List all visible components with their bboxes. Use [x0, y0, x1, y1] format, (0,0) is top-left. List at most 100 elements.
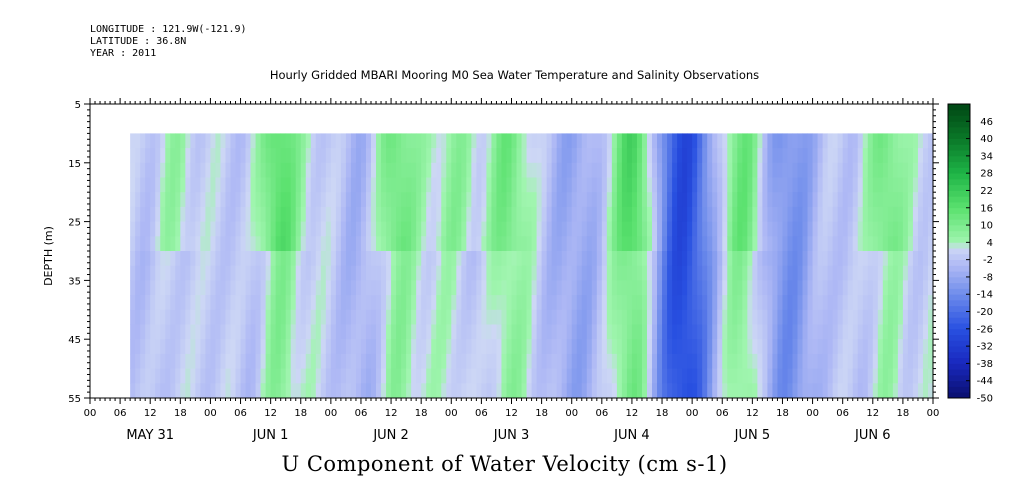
- heatmap-cell: [917, 265, 924, 281]
- heatmap-cell: [135, 309, 141, 325]
- heatmap-cell: [641, 339, 648, 355]
- heatmap-cell: [571, 162, 578, 178]
- heatmap-cell: [190, 295, 196, 311]
- heatmap-cell: [857, 236, 864, 252]
- heatmap-cell: [210, 148, 216, 164]
- heatmap-cell: [667, 162, 673, 178]
- heatmap-cell: [376, 221, 382, 237]
- heatmap-cell: [170, 177, 176, 193]
- heatmap-cell: [842, 353, 849, 369]
- heatmap-cell: [802, 265, 808, 281]
- heatmap-cell: [652, 133, 658, 149]
- heatmap-cell: [436, 162, 442, 178]
- heatmap-cell: [240, 339, 246, 355]
- heatmap-cell: [621, 324, 628, 340]
- heatmap-cell: [862, 324, 869, 340]
- heatmap-cell: [360, 206, 367, 222]
- heatmap-cell: [340, 295, 347, 311]
- heatmap-cell: [917, 236, 924, 252]
- heatmap-cell: [641, 148, 648, 164]
- heatmap-cell: [155, 295, 161, 311]
- heatmap-cell: [581, 368, 588, 384]
- heatmap-cell: [220, 206, 226, 222]
- heatmap-cell: [742, 206, 748, 222]
- heatmap-cell: [140, 265, 146, 281]
- heatmap-cell: [792, 251, 798, 267]
- heatmap-cell: [842, 383, 849, 398]
- heatmap-cell: [897, 324, 904, 340]
- heatmap-cell: [817, 368, 824, 384]
- heatmap-cell: [817, 162, 824, 178]
- heatmap-cell: [782, 206, 788, 222]
- heatmap-cell: [591, 133, 598, 149]
- heatmap-cell: [596, 353, 603, 369]
- heatmap-cell: [762, 206, 768, 222]
- heatmap-cell: [446, 383, 452, 398]
- heatmap-cell: [822, 133, 829, 149]
- heatmap-cell: [371, 177, 377, 193]
- heatmap-cell: [506, 162, 512, 178]
- heatmap-cell: [180, 148, 186, 164]
- heatmap-cell: [722, 192, 728, 208]
- heatmap-cell: [160, 324, 166, 340]
- heatmap-cell: [722, 162, 728, 178]
- colorbar-bin: [948, 132, 970, 139]
- heatmap-cell: [300, 383, 307, 398]
- heatmap-cell: [611, 177, 618, 193]
- x-hour-label: 00: [445, 408, 458, 419]
- colorbar-bin: [948, 213, 970, 220]
- heatmap-cell: [616, 324, 623, 340]
- heatmap-cell: [335, 309, 342, 325]
- heatmap-cell: [335, 295, 342, 311]
- colorbar-bin: [948, 150, 970, 157]
- heatmap-cell: [245, 206, 251, 222]
- heatmap-cell: [220, 309, 226, 325]
- heatmap-cell: [917, 133, 924, 149]
- heatmap-cell: [391, 368, 397, 384]
- heatmap-cell: [611, 221, 618, 237]
- heatmap-cell: [250, 133, 256, 149]
- heatmap-cell: [150, 368, 156, 384]
- heatmap-cell: [787, 353, 793, 369]
- heatmap-cell: [902, 177, 909, 193]
- heatmap-cell: [456, 206, 462, 222]
- heatmap-cell: [300, 295, 307, 311]
- heatmap-cell: [892, 177, 899, 193]
- heatmap-cell: [626, 280, 633, 296]
- heatmap-cell: [631, 162, 638, 178]
- heatmap-cell: [235, 251, 241, 267]
- heatmap-cell: [667, 133, 673, 149]
- heatmap-cell: [767, 280, 773, 296]
- heatmap-cell: [421, 309, 427, 325]
- heatmap-cell: [887, 177, 894, 193]
- heatmap-cell: [727, 192, 733, 208]
- heatmap-cell: [130, 265, 136, 281]
- heatmap-cell: [772, 265, 778, 281]
- heatmap-cell: [596, 133, 603, 149]
- heatmap-cell: [611, 309, 618, 325]
- heatmap-cell: [837, 251, 844, 267]
- heatmap-cell: [280, 206, 287, 222]
- heatmap-cell: [145, 133, 151, 149]
- heatmap-cell: [847, 206, 854, 222]
- heatmap-cell: [335, 177, 342, 193]
- heatmap-cell: [521, 309, 527, 325]
- heatmap-cell: [501, 309, 507, 325]
- heatmap-cell: [787, 133, 793, 149]
- heatmap-cell: [541, 339, 548, 355]
- heatmap-cell: [451, 265, 457, 281]
- heatmap-cell: [456, 177, 462, 193]
- heatmap-cell: [827, 162, 834, 178]
- heatmap-cell: [621, 309, 628, 325]
- heatmap-cell: [732, 148, 738, 164]
- heatmap-cell: [621, 236, 628, 252]
- heatmap-cell: [747, 177, 753, 193]
- heatmap-cell: [145, 324, 151, 340]
- heatmap-cell: [335, 280, 342, 296]
- heatmap-cell: [747, 133, 753, 149]
- heatmap-cell: [295, 295, 302, 311]
- heatmap-cell: [406, 309, 412, 325]
- heatmap-cell: [215, 383, 221, 398]
- heatmap-cell: [456, 353, 462, 369]
- heatmap-cell: [200, 339, 206, 355]
